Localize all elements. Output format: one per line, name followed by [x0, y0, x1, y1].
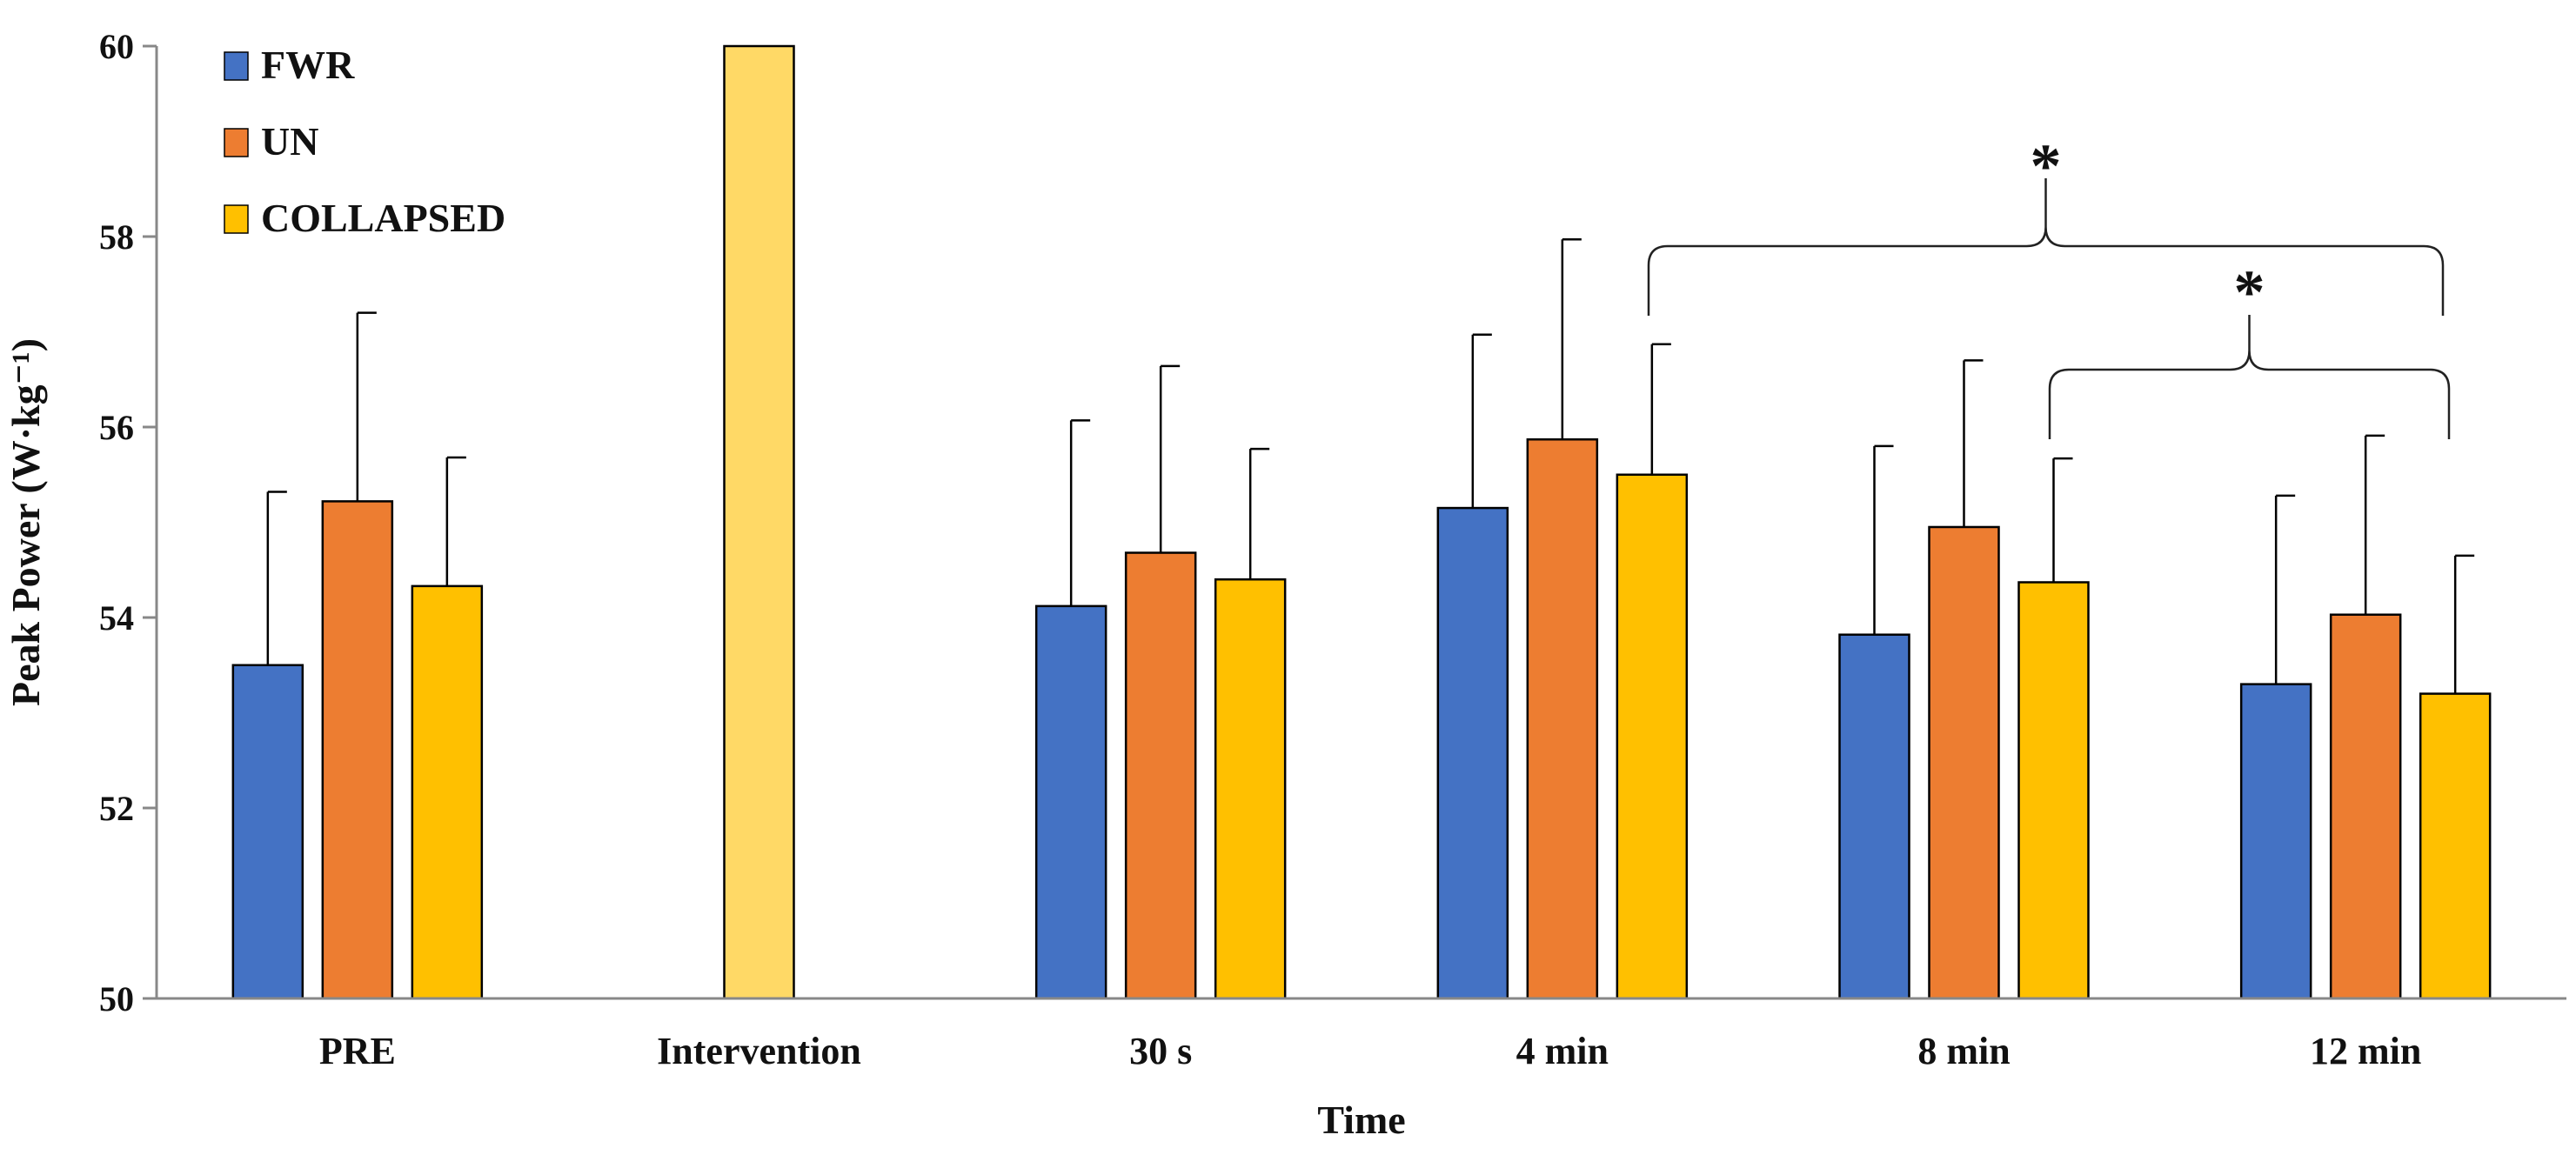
legend-label-un: UN — [261, 119, 318, 164]
bar-collapsed-4-min — [1616, 473, 1689, 1000]
bar-un-30-s — [1124, 551, 1197, 1000]
bar-fwr-4-min — [1436, 506, 1509, 1000]
x-tick-label: Intervention — [657, 1030, 861, 1072]
legend-swatch-fwr — [224, 51, 249, 81]
bar-collapsed-8-min — [2017, 581, 2090, 1000]
legend-label-collapsed: COLLAPSED — [261, 196, 505, 240]
significance-bracket — [2048, 315, 2451, 439]
y-axis-ticks: 50 52 54 56 58 60 — [99, 27, 157, 1018]
legend-swatch-collapsed — [224, 204, 249, 234]
bar-un-12-min — [2329, 613, 2402, 1000]
x-tick-label: 12 min — [2310, 1030, 2421, 1072]
y-axis-title: Peak Power (W·kg⁻¹) — [3, 338, 48, 706]
bar-un-8-min — [1928, 525, 2000, 1000]
y-tick-label: 56 — [99, 408, 134, 447]
bar-fwr-12-min — [2239, 683, 2312, 1000]
bar-collapsed-12-min — [2419, 692, 2492, 1000]
x-tick-label: 4 min — [1516, 1030, 1609, 1072]
y-tick-label: 52 — [99, 789, 134, 828]
y-tick-label: 50 — [99, 979, 134, 1018]
bar-collapsed-pre — [411, 584, 484, 1000]
x-tick-labels: PRE Intervention 30 s 4 min 8 min 12 min — [319, 1030, 2422, 1072]
bar-fwr-30-s — [1034, 604, 1107, 1000]
x-tick-label: PRE — [319, 1030, 396, 1072]
significance-star: * — [2234, 257, 2265, 327]
bar-un-pre — [321, 500, 394, 1000]
legend-swatch-un — [224, 128, 249, 157]
legend: FWR UN COLLAPSED — [224, 43, 505, 240]
significance-star: * — [2031, 131, 2062, 201]
significance-brackets: ** — [1647, 131, 2451, 439]
x-tick-label: 30 s — [1129, 1030, 1192, 1072]
bar-un-4-min — [1526, 437, 1599, 1000]
legend-label-fwr: FWR — [261, 43, 355, 87]
bar-intervention — [723, 44, 795, 1000]
x-axis-title: Time — [1317, 1098, 1405, 1142]
bars — [231, 44, 2492, 1000]
x-tick-label: 8 min — [1917, 1030, 2010, 1072]
error-bars — [266, 238, 2475, 694]
bar-fwr-8-min — [1838, 633, 1910, 1000]
y-tick-label: 58 — [99, 217, 134, 257]
significance-bracket — [1647, 178, 2445, 316]
bar-collapsed-30-s — [1214, 578, 1287, 1000]
y-tick-label: 54 — [99, 598, 134, 638]
bar-fwr-pre — [231, 664, 304, 1000]
y-tick-label: 60 — [99, 27, 134, 66]
